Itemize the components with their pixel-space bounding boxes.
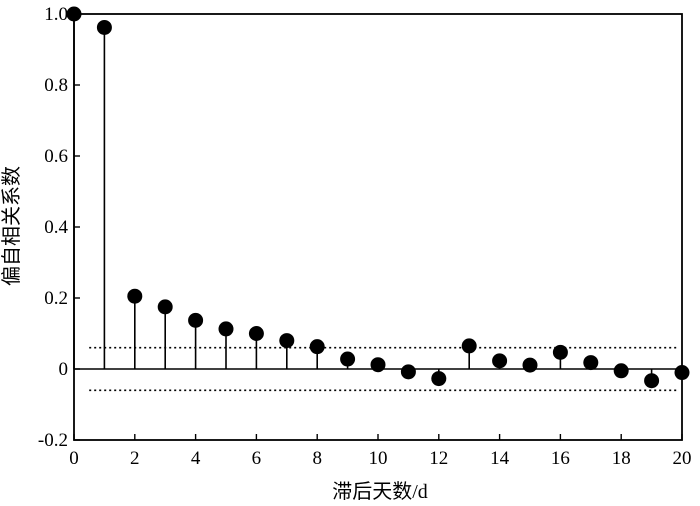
y-axis-title: 偏自相关系数 xyxy=(0,166,23,286)
data-point xyxy=(522,357,538,373)
y-tick-label: 0 xyxy=(59,359,69,380)
data-point xyxy=(127,288,143,304)
x-tick-label: 10 xyxy=(369,448,388,469)
y-tick-label: 0.8 xyxy=(44,75,68,96)
data-point xyxy=(613,363,629,379)
data-point xyxy=(644,373,660,389)
x-axis-title: 滞后天数/d xyxy=(332,480,428,503)
data-point xyxy=(96,19,112,35)
data-point xyxy=(400,364,416,380)
data-point xyxy=(157,299,173,315)
x-tick-label: 4 xyxy=(191,448,201,469)
plot-area: 0 2 4 6 8 10 12 14 16 18 20-0.200.20.40.60.81.0 xyxy=(38,4,692,469)
x-tick-label: 8 xyxy=(312,448,322,469)
y-tick-label: 0.6 xyxy=(44,146,68,167)
y-tick-label: 1.0 xyxy=(44,4,68,25)
data-point xyxy=(492,353,508,369)
data-point xyxy=(248,326,264,341)
data-point xyxy=(583,355,599,371)
plot-frame xyxy=(73,13,683,441)
data-point xyxy=(340,351,356,367)
data-point xyxy=(188,312,204,328)
x-tick-label: 16 xyxy=(551,448,570,469)
x-tick-label: 2 xyxy=(130,448,140,469)
data-point xyxy=(370,357,386,373)
y-tick-label: 0.2 xyxy=(44,288,68,309)
y-tick-label: -0.2 xyxy=(38,430,68,451)
data-point xyxy=(552,344,568,360)
x-tick-label: 14 xyxy=(490,448,510,469)
x-tick-label: 0 xyxy=(69,448,79,469)
y-tick-label: 0.4 xyxy=(44,217,68,238)
x-tick-label: 6 xyxy=(252,448,262,469)
x-tick-label: 20 xyxy=(673,448,692,469)
x-tick-label: 18 xyxy=(612,448,631,469)
x-tick-label: 12 xyxy=(429,448,448,469)
y-axis-title-group: 偏自相关系数 xyxy=(0,166,23,286)
data-point xyxy=(309,339,325,355)
data-point xyxy=(431,371,447,387)
data-point xyxy=(461,338,477,354)
data-point xyxy=(218,321,234,337)
data-point xyxy=(279,333,295,349)
